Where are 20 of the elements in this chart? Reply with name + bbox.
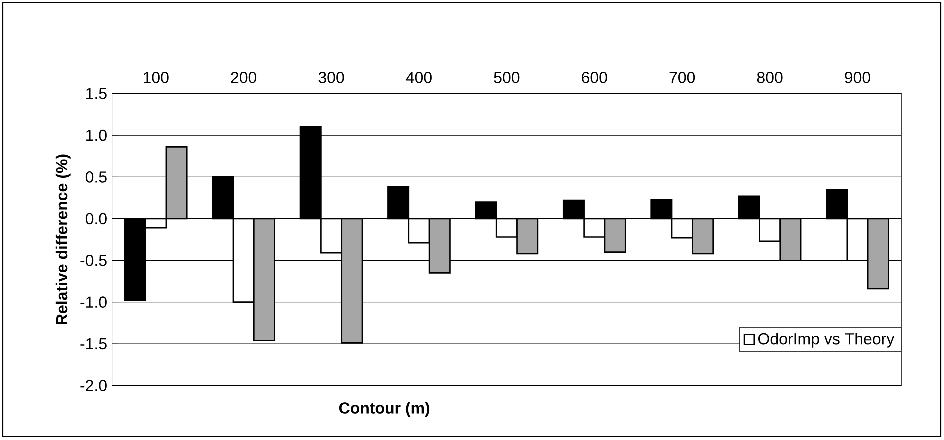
y-tick-label: 0.5 [86, 172, 107, 183]
y-tick-label: -0.5 [80, 254, 107, 266]
y-tick-label: 1.0 [86, 130, 107, 142]
y-axis-title: Relative difference (%) [56, 154, 71, 325]
y-tick-label: 1.5 [86, 88, 107, 100]
x-axis-title: Contour (m) [339, 402, 430, 418]
y-tick-label: -1.5 [80, 338, 107, 350]
x-tick-label: 400 [406, 72, 432, 84]
y-tick-label: 0.0 [86, 213, 107, 225]
x-tick-label: 300 [318, 72, 344, 84]
x-tick-label: 800 [757, 72, 783, 84]
x-tick-label: 200 [231, 72, 257, 84]
x-tick-label: 700 [670, 72, 696, 84]
x-tick-label: 600 [582, 72, 608, 84]
y-tick-label: -2.0 [80, 380, 107, 392]
y-tick-label: -1.0 [80, 296, 107, 308]
x-tick-label: 900 [845, 72, 870, 84]
legend-label: OdorImp vs Theory [758, 332, 895, 348]
x-tick-label: 500 [494, 72, 520, 84]
x-tick-label: 100 [144, 72, 169, 84]
